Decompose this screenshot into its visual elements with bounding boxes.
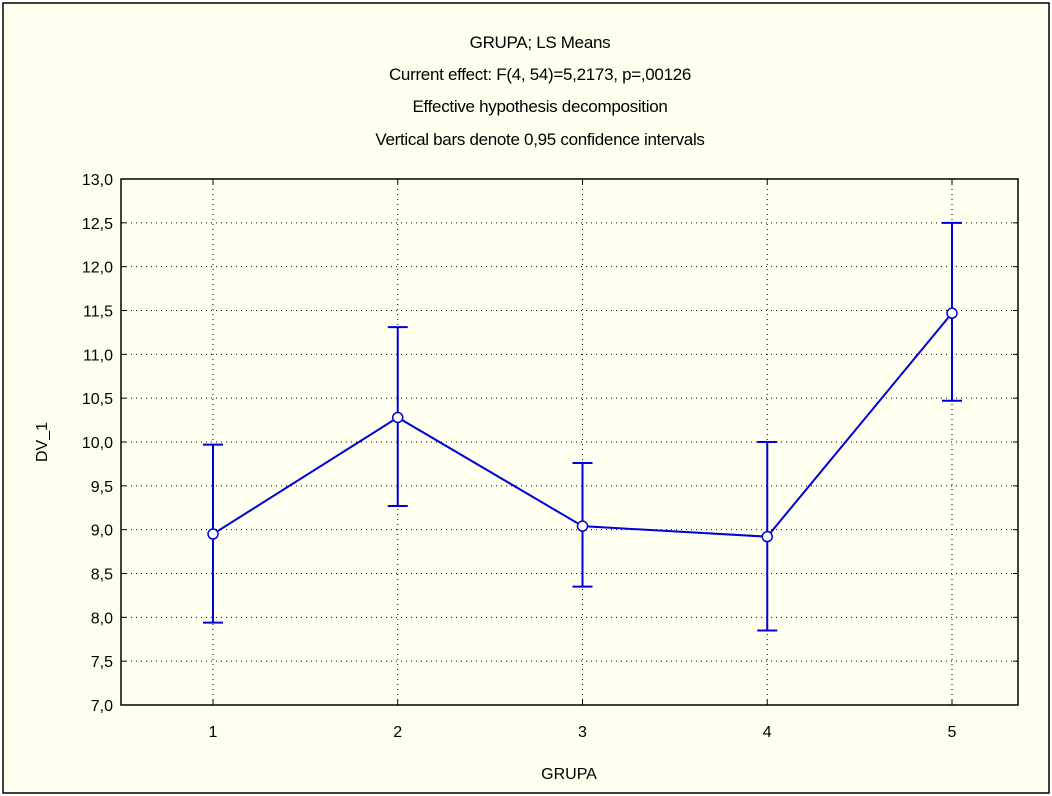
y-tick-label: 9,5 [91,479,113,496]
y-tick-label: 12,0 [82,260,113,277]
x-tick-label: 1 [209,724,218,741]
y-tick-label: 7,5 [91,654,113,671]
plot-area-frame [120,178,1019,706]
x-tick-label: 3 [578,724,587,741]
x-tick-label: 4 [763,724,772,741]
y-tick-label: 10,5 [82,391,113,408]
x-tick-label: 5 [948,724,957,741]
series-means [203,221,962,632]
mean-point [576,520,589,532]
x-axis-tick-labels: 1 2 3 4 5 [209,724,957,741]
mean-point [761,530,773,543]
y-tick-label: 11,5 [83,304,113,321]
mean-point [392,411,404,424]
y-tick-label: 7,0 [91,698,113,715]
y-tick-label: 10,0 [82,435,113,452]
y-axis-label: DV_1 [34,422,51,462]
x-tick-label: 2 [393,724,402,741]
mean-point [207,528,219,540]
y-tick-label: 9,0 [91,523,113,540]
chart-subtitle-effect: Current effect: F(4, 54)=5,2173, p=,0012… [389,65,691,84]
y-tick-label: 11,0 [83,347,113,364]
mean-point [946,307,958,319]
y-tick-label: 13,0 [82,172,113,189]
y-tick-label: 8,0 [91,610,113,627]
x-axis-label: GRUPA [541,766,597,783]
chart-subtitle-confidence: Vertical bars denote 0,95 confidence int… [375,130,704,149]
y-tick-label: 12,5 [82,216,113,233]
y-axis-tick-labels: 7,0 7,5 8,0 8,5 9,0 9,5 10,0 10,5 11,0 11,5 12,0 12… [82,172,113,715]
chart-subtitle-decomposition: Effective hypothesis decomposition [412,97,667,116]
chart-title: GRUPA; LS Means [470,33,611,52]
y-tick-label: 8,5 [91,567,113,584]
